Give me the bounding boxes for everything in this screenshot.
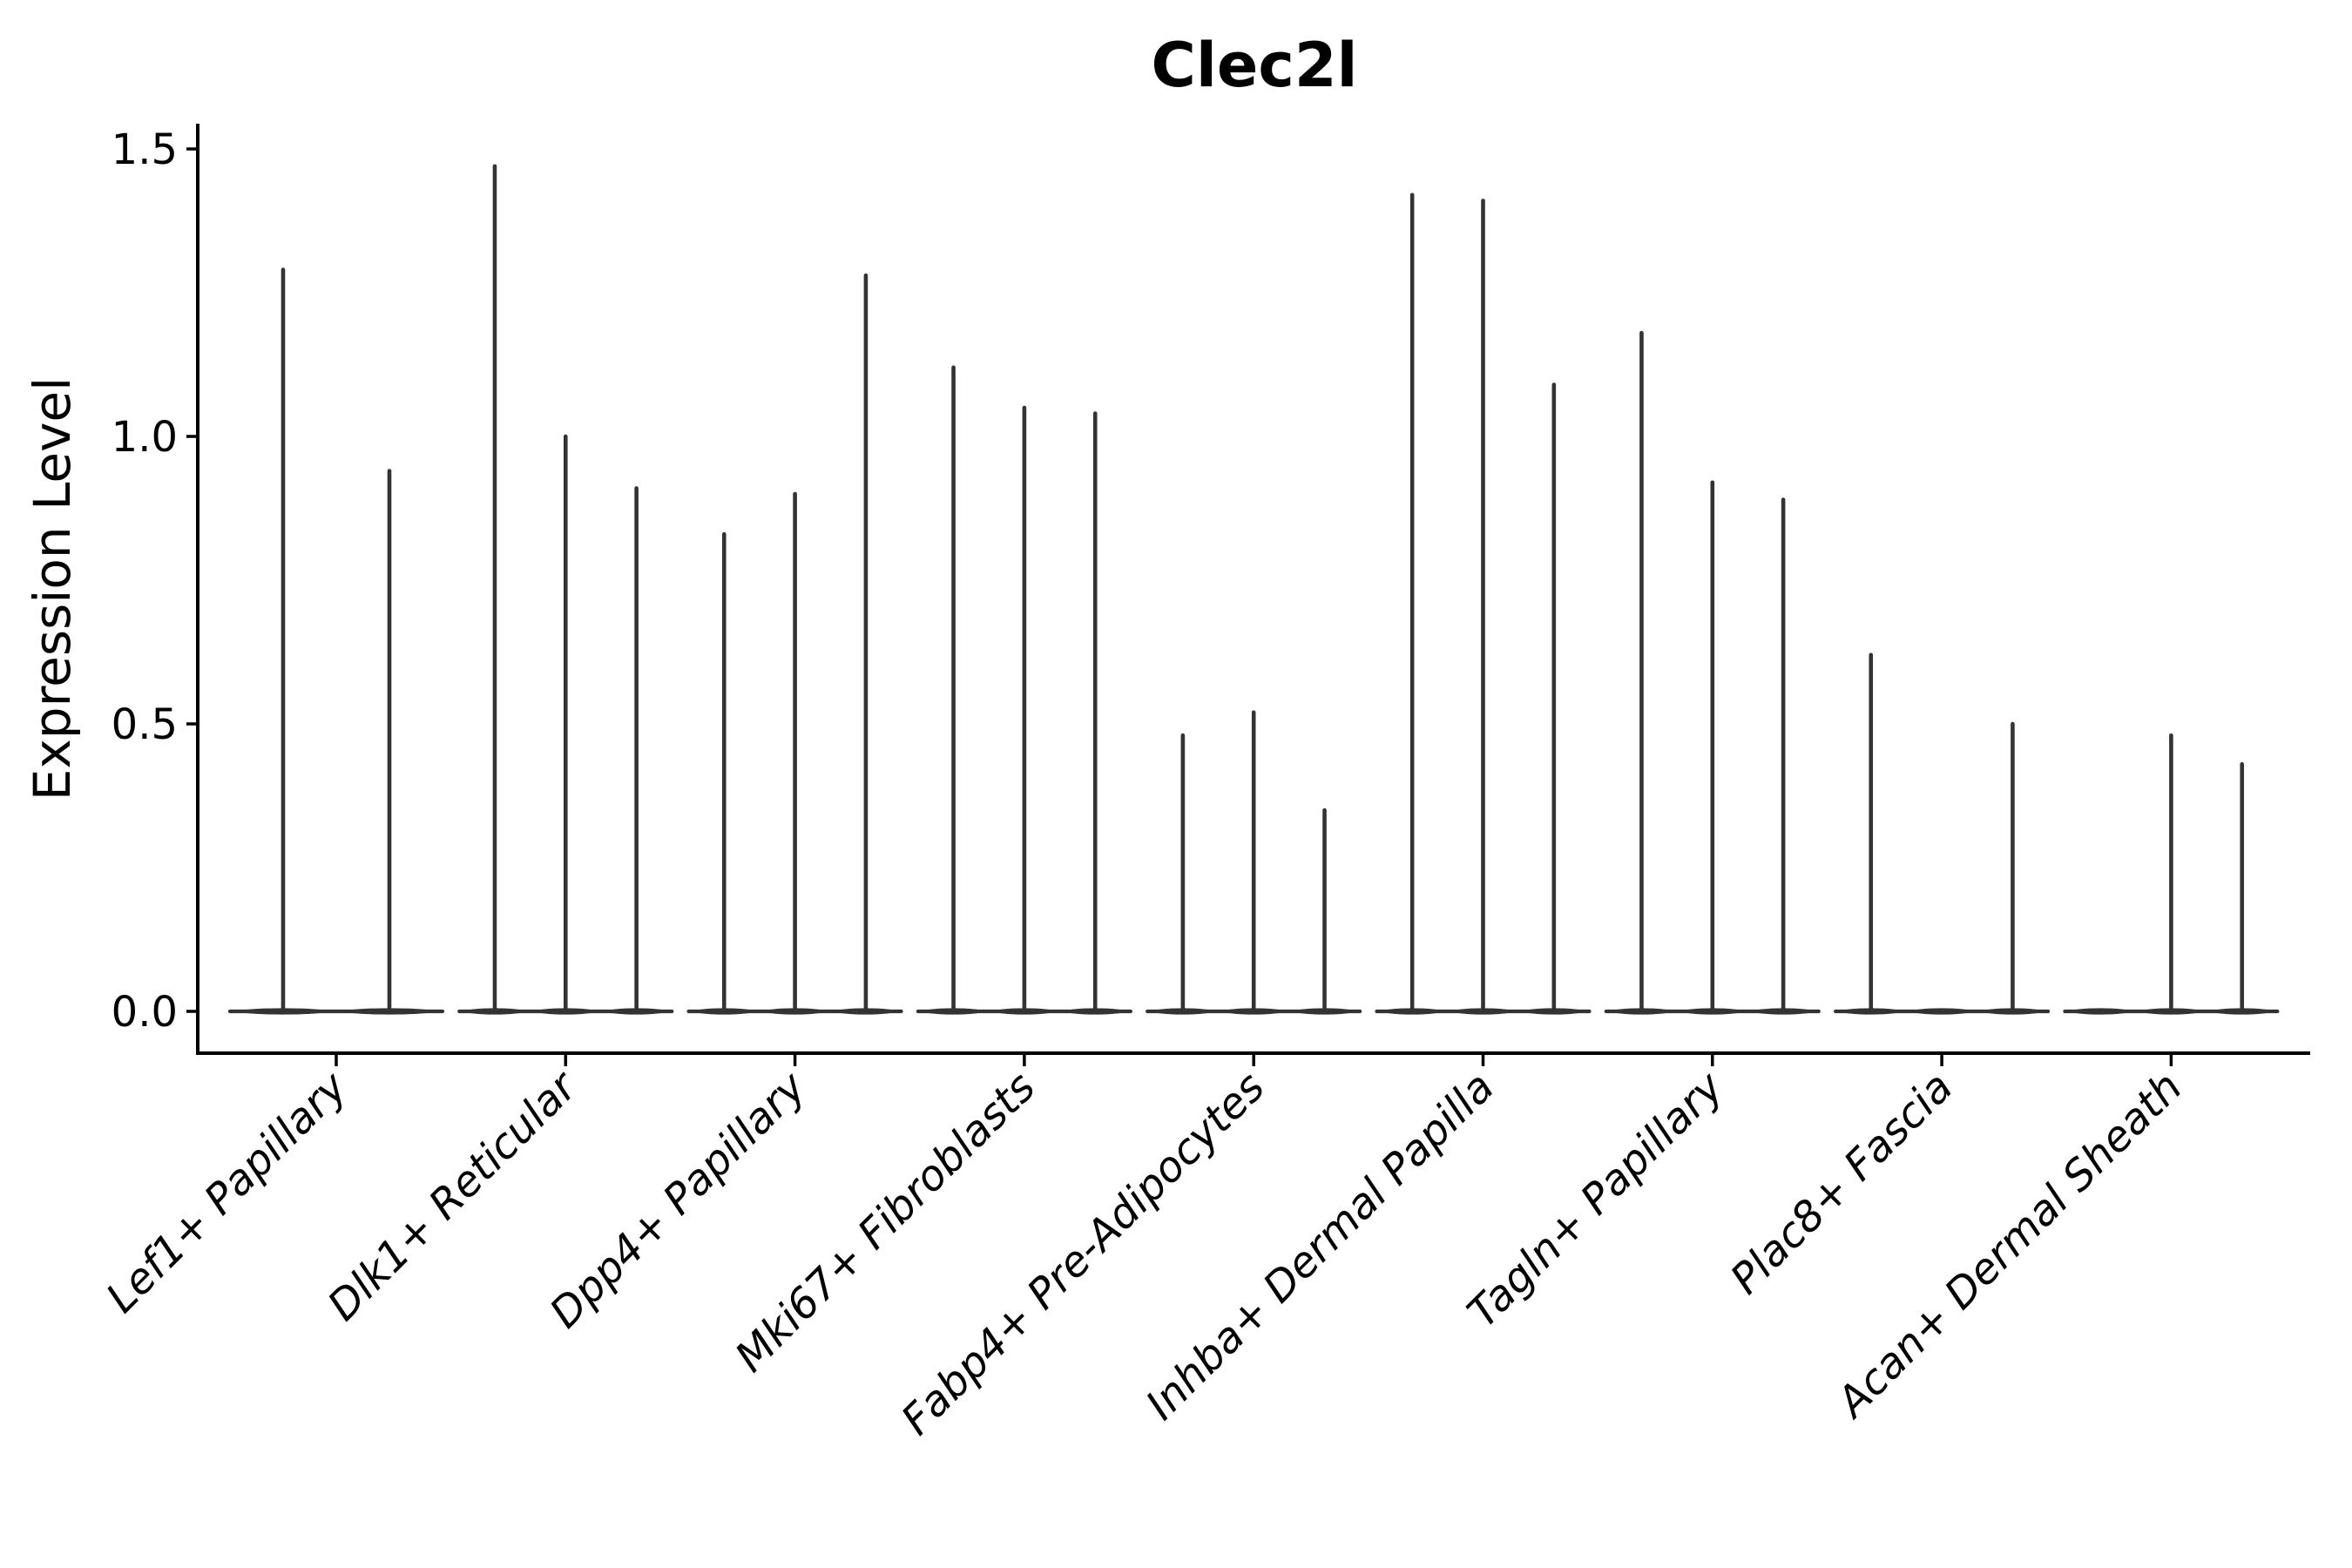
x-tick-label: Plac8+ Fascia — [1721, 1063, 1963, 1304]
y-tick-label: 1.0 — [112, 413, 178, 462]
x-tick-label: Dlk1+ Reticular — [319, 1061, 589, 1331]
y-tick-label: 0.0 — [112, 988, 178, 1037]
violin-base-bump — [1911, 1008, 1972, 1015]
y-tick-label: 0.5 — [112, 700, 178, 749]
x-tick-label: Tagln+ Papillary — [1458, 1062, 1734, 1337]
x-tick-label: Lef1+ Papillary — [97, 1062, 357, 1322]
x-tick-label: Dpp4+ Papillary — [540, 1062, 815, 1337]
violin-base-bump — [2070, 1008, 2131, 1015]
x-tick-label: Fabp4+ Pre-Adipocytes — [892, 1063, 1274, 1445]
chart-title: Clec2l — [1151, 30, 1358, 101]
y-tick-label: 1.5 — [112, 125, 178, 174]
